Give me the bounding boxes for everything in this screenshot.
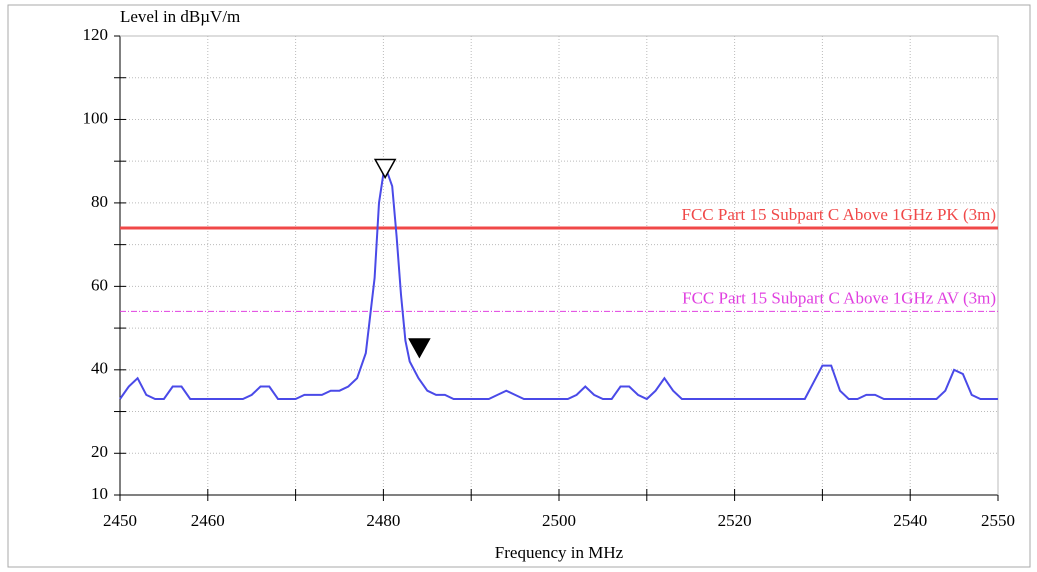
y-tick-label: 40 [91,359,108,378]
x-tick-label: 2540 [893,511,927,530]
x-tick-label: 2500 [542,511,576,530]
y-tick-label: 100 [83,108,109,127]
y-axis-label: Level in dBµV/m [120,7,240,26]
limit-label: FCC Part 15 Subpart C Above 1GHz AV (3m) [682,288,996,307]
y-tick-label: 20 [91,442,108,461]
marker [373,158,397,180]
x-axis-label: Frequency in MHz [495,543,624,562]
x-tick-label: 2520 [718,511,752,530]
x-tick-label: 2550 [981,511,1015,530]
y-tick-label: 10 [91,484,108,503]
x-tick-label: 2450 [103,511,137,530]
x-tick-label: 2460 [191,511,225,530]
spectrum-line [119,172,998,401]
y-tick-label: 80 [91,192,108,211]
y-tick-label: 60 [91,275,108,294]
marker [408,338,431,359]
frame [7,4,1031,568]
limit-label: FCC Part 15 Subpart C Above 1GHz PK (3m) [682,205,997,224]
y-tick-label: 120 [83,25,109,44]
x-tick-label: 2480 [366,511,400,530]
